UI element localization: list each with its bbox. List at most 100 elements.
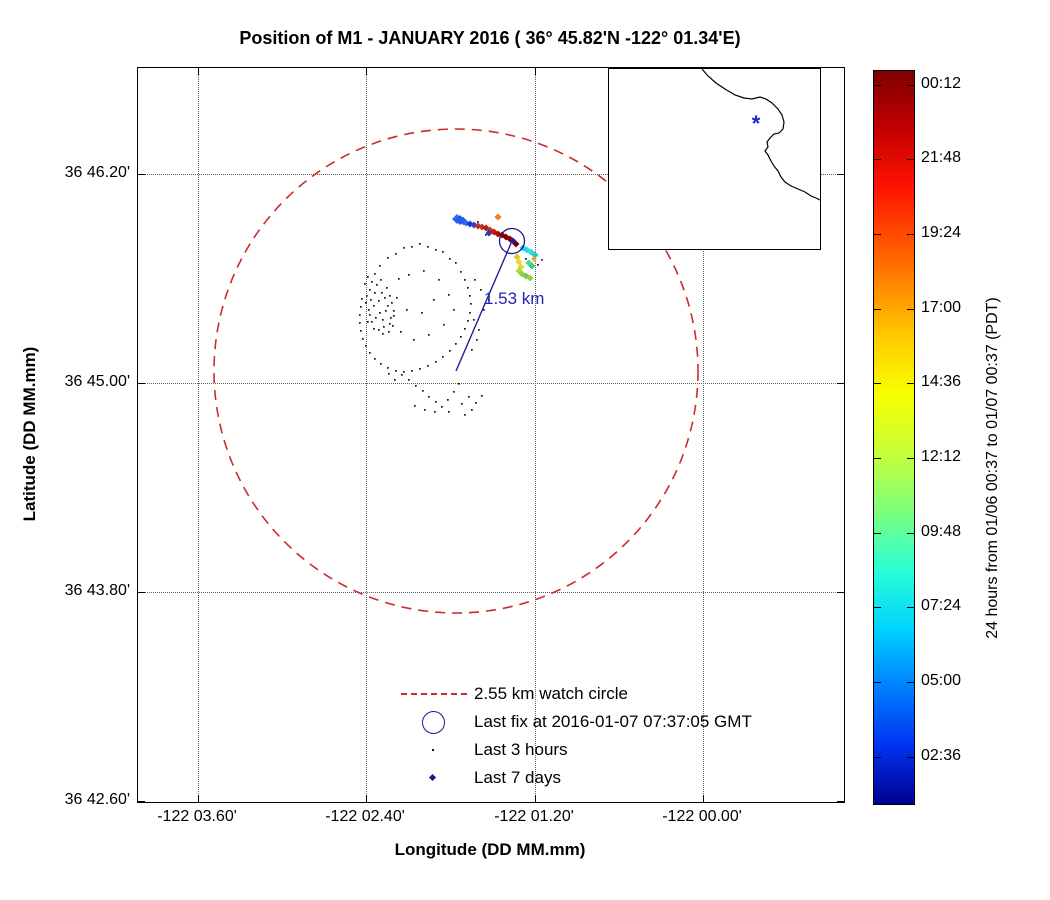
position-dot [386,287,388,289]
x-tick-label: -122 03.60' [157,808,237,825]
position-dot [453,309,455,311]
position-dot [477,221,479,223]
legend-marker-dash [393,680,474,708]
position-dot [525,258,527,260]
position-dot [449,350,451,352]
dot-marker-icon [432,749,434,751]
watch-circle [213,128,699,614]
position-dot [394,379,396,381]
track-point [528,262,536,270]
position-dot [488,299,490,301]
position-dot [537,264,539,266]
inset-map: * [608,68,821,250]
position-dot [438,279,440,281]
legend-row: Last 7 days [393,764,561,792]
position-dot [474,279,476,281]
position-dot [374,358,376,360]
position-dot [390,317,392,319]
position-dot [395,370,397,372]
position-dot [414,405,416,407]
colorbar-tick [907,757,914,758]
last-fix-marker [498,227,526,255]
position-dot [464,328,466,330]
position-dot [453,391,455,393]
position-dot [393,315,395,317]
colorbar-tick [874,533,881,534]
position-dot [428,396,430,398]
position-dot [371,281,373,283]
colorbar-tick [907,309,914,310]
position-dot [362,338,364,340]
colorbar-tick-label: 12:12 [921,448,962,465]
axis-tick [366,68,367,75]
axis-tick [138,801,145,802]
position-dot [467,320,469,322]
colorbar [873,70,915,805]
position-dot [374,273,376,275]
colorbar-tick-label: 02:36 [921,747,962,764]
position-dot [422,390,424,392]
y-tick-label: 36 42.60' [64,791,130,808]
colorbar-tick [874,309,881,310]
position-dot [408,274,410,276]
axis-tick [535,68,536,75]
position-dot [395,253,397,255]
colorbar-tick-label: 09:48 [921,523,962,540]
position-dot [388,331,390,333]
gridline-vertical [198,68,199,802]
position-dot [368,309,370,311]
watch-circle-dash-icon [401,693,467,695]
position-dot [376,284,378,286]
position-dot [373,328,375,330]
colorbar-tick-label: 05:00 [921,672,962,689]
position-dot [478,329,480,331]
position-dot [382,319,384,321]
track-point [526,274,534,282]
legend-label: Last fix at 2016-01-07 07:37:05 GMT [474,712,752,731]
position-dot [369,289,371,291]
legend-row: Last fix at 2016-01-07 07:37:05 GMT [393,708,752,736]
position-dot [403,247,405,249]
position-dot [389,295,391,297]
position-dot [449,258,451,260]
position-dot [441,406,443,408]
position-dot [392,325,394,327]
position-dot [541,259,543,261]
position-dot [469,312,471,314]
position-dot [483,309,485,311]
position-dot [379,312,381,314]
position-dot [427,365,429,367]
colorbar-gradient [874,71,914,804]
position-dot [448,294,450,296]
legend-label: Last 7 days [474,768,561,787]
position-dot [448,411,450,413]
position-dot [373,305,375,307]
chart-title: Position of M1 - JANUARY 2016 ( 36° 45.8… [239,28,741,48]
y-tick-label: 36 45.00' [64,373,130,390]
colorbar-tick [874,159,881,160]
position-dot [370,299,372,301]
axis-tick [837,383,844,384]
colorbar-label: 24 hours from 01/06 00:37 to 01/07 00:37… [984,297,1001,639]
position-dot [468,396,470,398]
position-dot [369,314,371,316]
position-dot [411,246,413,248]
colorbar-tick [907,85,914,86]
colorbar-tick-label: 00:12 [921,75,962,92]
position-dot [481,395,483,397]
track-point [531,251,539,259]
position-dot [364,283,366,285]
y-tick-label: 36 43.80' [64,582,130,599]
position-dot [375,317,377,319]
position-dot [467,287,469,289]
colorbar-tick-label: 14:36 [921,373,962,390]
colorbar-tick [907,607,914,608]
position-dot [413,339,415,341]
legend-marker-circle [393,708,474,736]
position-dot [469,295,471,297]
track-point [531,256,537,262]
colorbar-tick [874,682,881,683]
position-dot [471,349,473,351]
position-dot [424,409,426,411]
